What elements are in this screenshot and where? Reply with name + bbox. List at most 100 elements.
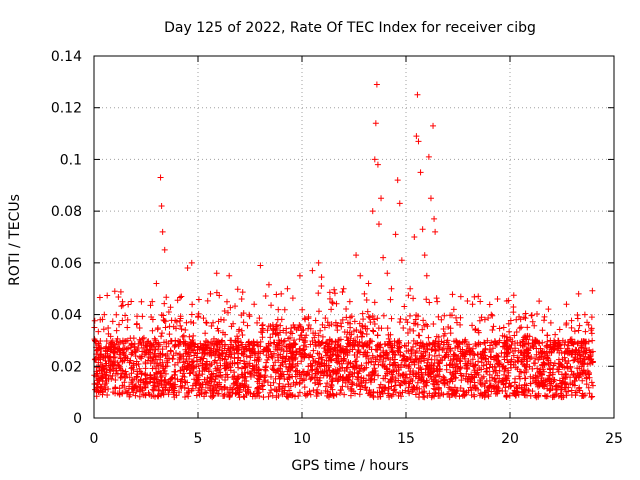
data-point: [347, 359, 354, 366]
data-point: [542, 393, 549, 400]
data-point: [334, 351, 341, 358]
data-point: [558, 371, 565, 378]
data-point: [128, 340, 135, 347]
data-point: [165, 340, 172, 347]
data-point: [275, 357, 282, 364]
data-point: [263, 352, 270, 359]
data-point: [477, 351, 484, 358]
dense-data-band: [91, 274, 596, 401]
data-point: [504, 351, 511, 358]
data-point: [273, 367, 280, 374]
data-point: [567, 374, 574, 381]
data-point: [131, 347, 138, 354]
data-point: [365, 280, 372, 287]
data-point: [534, 365, 541, 372]
data-point: [493, 367, 500, 374]
data-point: [421, 322, 428, 329]
data-point: [373, 81, 380, 88]
data-point: [171, 371, 178, 378]
data-point: [509, 390, 516, 397]
data-point: [147, 302, 154, 309]
data-point: [431, 215, 438, 222]
data-point: [210, 392, 217, 399]
data-point: [277, 351, 284, 358]
data-point: [405, 388, 412, 395]
data-point: [121, 370, 128, 377]
data-point: [574, 311, 581, 318]
data-point: [160, 363, 167, 370]
data-point: [588, 379, 595, 386]
data-point: [261, 374, 268, 381]
data-point: [548, 380, 555, 387]
data-point: [348, 381, 355, 388]
data-point: [406, 326, 413, 333]
data-point: [147, 355, 154, 362]
data-point: [311, 380, 318, 387]
data-point: [487, 342, 494, 349]
data-point: [378, 195, 385, 202]
data-point: [416, 332, 423, 339]
data-point: [262, 293, 269, 300]
data-point: [162, 324, 169, 331]
data-point: [539, 327, 546, 334]
data-point: [578, 345, 585, 352]
data-point: [563, 381, 570, 388]
data-point: [486, 383, 493, 390]
data-point: [421, 394, 428, 401]
data-point: [413, 312, 420, 319]
data-point: [522, 375, 529, 382]
data-point: [160, 339, 167, 346]
data-point: [425, 153, 432, 160]
data-point: [390, 359, 397, 366]
data-point: [577, 359, 584, 366]
data-point: [514, 366, 521, 373]
data-point: [501, 353, 508, 360]
data-point: [211, 351, 218, 358]
data-point: [235, 328, 242, 335]
data-point: [215, 338, 222, 345]
data-point: [91, 356, 98, 363]
data-point: [328, 299, 335, 306]
data-point: [585, 384, 592, 391]
data-point: [263, 345, 270, 352]
data-point: [469, 301, 476, 308]
data-point: [344, 349, 351, 356]
data-point: [125, 301, 132, 308]
data-point: [272, 343, 279, 350]
data-point: [397, 390, 404, 397]
data-point: [388, 383, 395, 390]
data-point: [315, 259, 322, 266]
data-point: [401, 353, 408, 360]
data-point: [456, 393, 463, 400]
data-point: [330, 350, 337, 357]
data-point: [172, 342, 179, 349]
data-point: [457, 355, 464, 362]
data-point: [296, 336, 303, 343]
data-point: [324, 319, 331, 326]
y-tick-label: 0: [73, 411, 82, 427]
data-point: [463, 362, 470, 369]
data-point: [219, 329, 226, 336]
data-point: [230, 376, 237, 383]
data-point: [371, 321, 378, 328]
data-point: [100, 326, 107, 333]
data-point: [166, 386, 173, 393]
data-point: [421, 252, 428, 259]
data-point: [550, 362, 557, 369]
data-point: [499, 363, 506, 370]
data-point: [326, 367, 333, 374]
data-point: [499, 332, 506, 339]
data-point: [414, 91, 421, 98]
data-point: [477, 380, 484, 387]
data-point: [445, 324, 452, 331]
data-point: [479, 392, 486, 399]
data-point: [464, 298, 471, 305]
data-point: [158, 202, 165, 209]
data-point: [500, 324, 507, 331]
data-point: [291, 341, 298, 348]
data-point: [571, 328, 578, 335]
data-point: [103, 360, 110, 367]
data-point: [502, 384, 509, 391]
data-point: [471, 393, 478, 400]
data-point: [391, 351, 398, 358]
